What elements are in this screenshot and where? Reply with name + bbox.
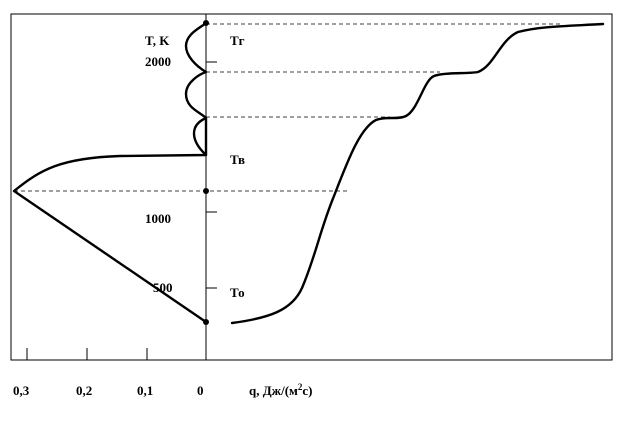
annotation-tv: Тв	[230, 152, 245, 167]
annotation-tg: Тг	[230, 33, 245, 48]
x-tick-label-02: 0,2	[76, 383, 92, 398]
point-bottom	[203, 319, 209, 325]
x-axis-label-tail: с)	[302, 383, 312, 398]
annotation-to: То	[230, 285, 245, 300]
y-tick-label-500: 500	[153, 280, 173, 295]
point-peak	[203, 188, 209, 194]
x-axis-label: q, Дж/(м2с)	[249, 382, 313, 398]
x-tick-label-03: 0,3	[13, 383, 30, 398]
y-tick-label-1000: 1000	[145, 211, 171, 226]
x-axis-label-sup: 2	[298, 382, 303, 392]
x-tick-label-01: 0,1	[137, 383, 153, 398]
y-tick-label-2000: 2000	[145, 54, 171, 69]
x-axis-label-base: q, Дж/(м	[249, 383, 298, 398]
point-top	[203, 20, 209, 26]
y-axis-label: T, K	[145, 33, 170, 48]
x-tick-label-0: 0	[197, 383, 204, 398]
flux-curve	[12, 21, 208, 324]
temperature-curve	[230, 22, 605, 325]
plot-frame	[10, 13, 613, 361]
